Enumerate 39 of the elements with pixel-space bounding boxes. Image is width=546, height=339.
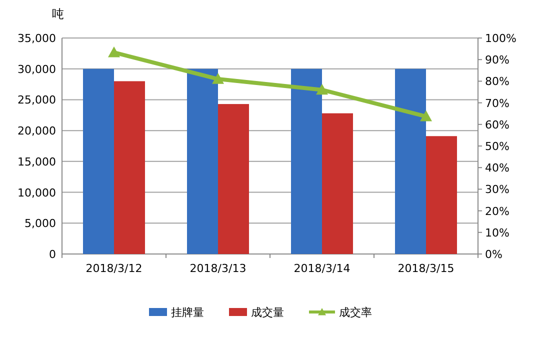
y-tick-label: 35,000 — [18, 32, 56, 45]
y2-tick-label: 100% — [485, 32, 516, 45]
bar — [83, 68, 114, 254]
bar — [426, 136, 457, 254]
y-tick-label: 0 — [49, 248, 56, 261]
bar — [322, 113, 353, 254]
y-tick-label: 20,000 — [18, 124, 56, 138]
bar — [114, 81, 145, 254]
y-tick-label: 30,000 — [18, 62, 56, 76]
bar — [291, 68, 322, 254]
x-tick-label: 2018/3/13 — [190, 262, 246, 275]
x-tick-label: 2018/3/12 — [86, 262, 142, 275]
point — [108, 46, 120, 58]
y2-tick-label: 90% — [485, 54, 510, 67]
y2-tick-label: 10% — [485, 226, 510, 240]
y2-tick-label: 80% — [485, 75, 510, 88]
y2-tick-label: 70% — [485, 96, 510, 110]
legend-label: 成交率 — [339, 306, 372, 319]
y2-tick-label: 40% — [485, 162, 510, 175]
legend-label: 成交量 — [251, 306, 284, 319]
y2-tick-label: 0% — [485, 248, 502, 261]
y2-tick-label: 50% — [485, 140, 510, 153]
y-tick-label: 10,000 — [18, 186, 56, 200]
y2-tick-label: 30% — [485, 183, 510, 196]
point — [420, 110, 432, 122]
legend-label: 挂牌量 — [171, 306, 204, 319]
bar — [395, 68, 426, 254]
y-tick-label: 5,000 — [24, 217, 56, 230]
bar — [187, 68, 218, 254]
x-tick-label: 2018/3/15 — [398, 262, 454, 275]
point — [212, 73, 224, 84]
y2-tick-label: 20% — [485, 204, 510, 218]
y2-tick-label: 60% — [485, 118, 510, 132]
x-tick-label: 2018/3/14 — [294, 262, 350, 275]
y-axis-title: 吨 — [52, 7, 64, 21]
y-tick-label: 15,000 — [18, 155, 56, 168]
point — [316, 84, 328, 95]
y-tick-label: 25,000 — [18, 94, 56, 107]
bar — [218, 104, 249, 254]
